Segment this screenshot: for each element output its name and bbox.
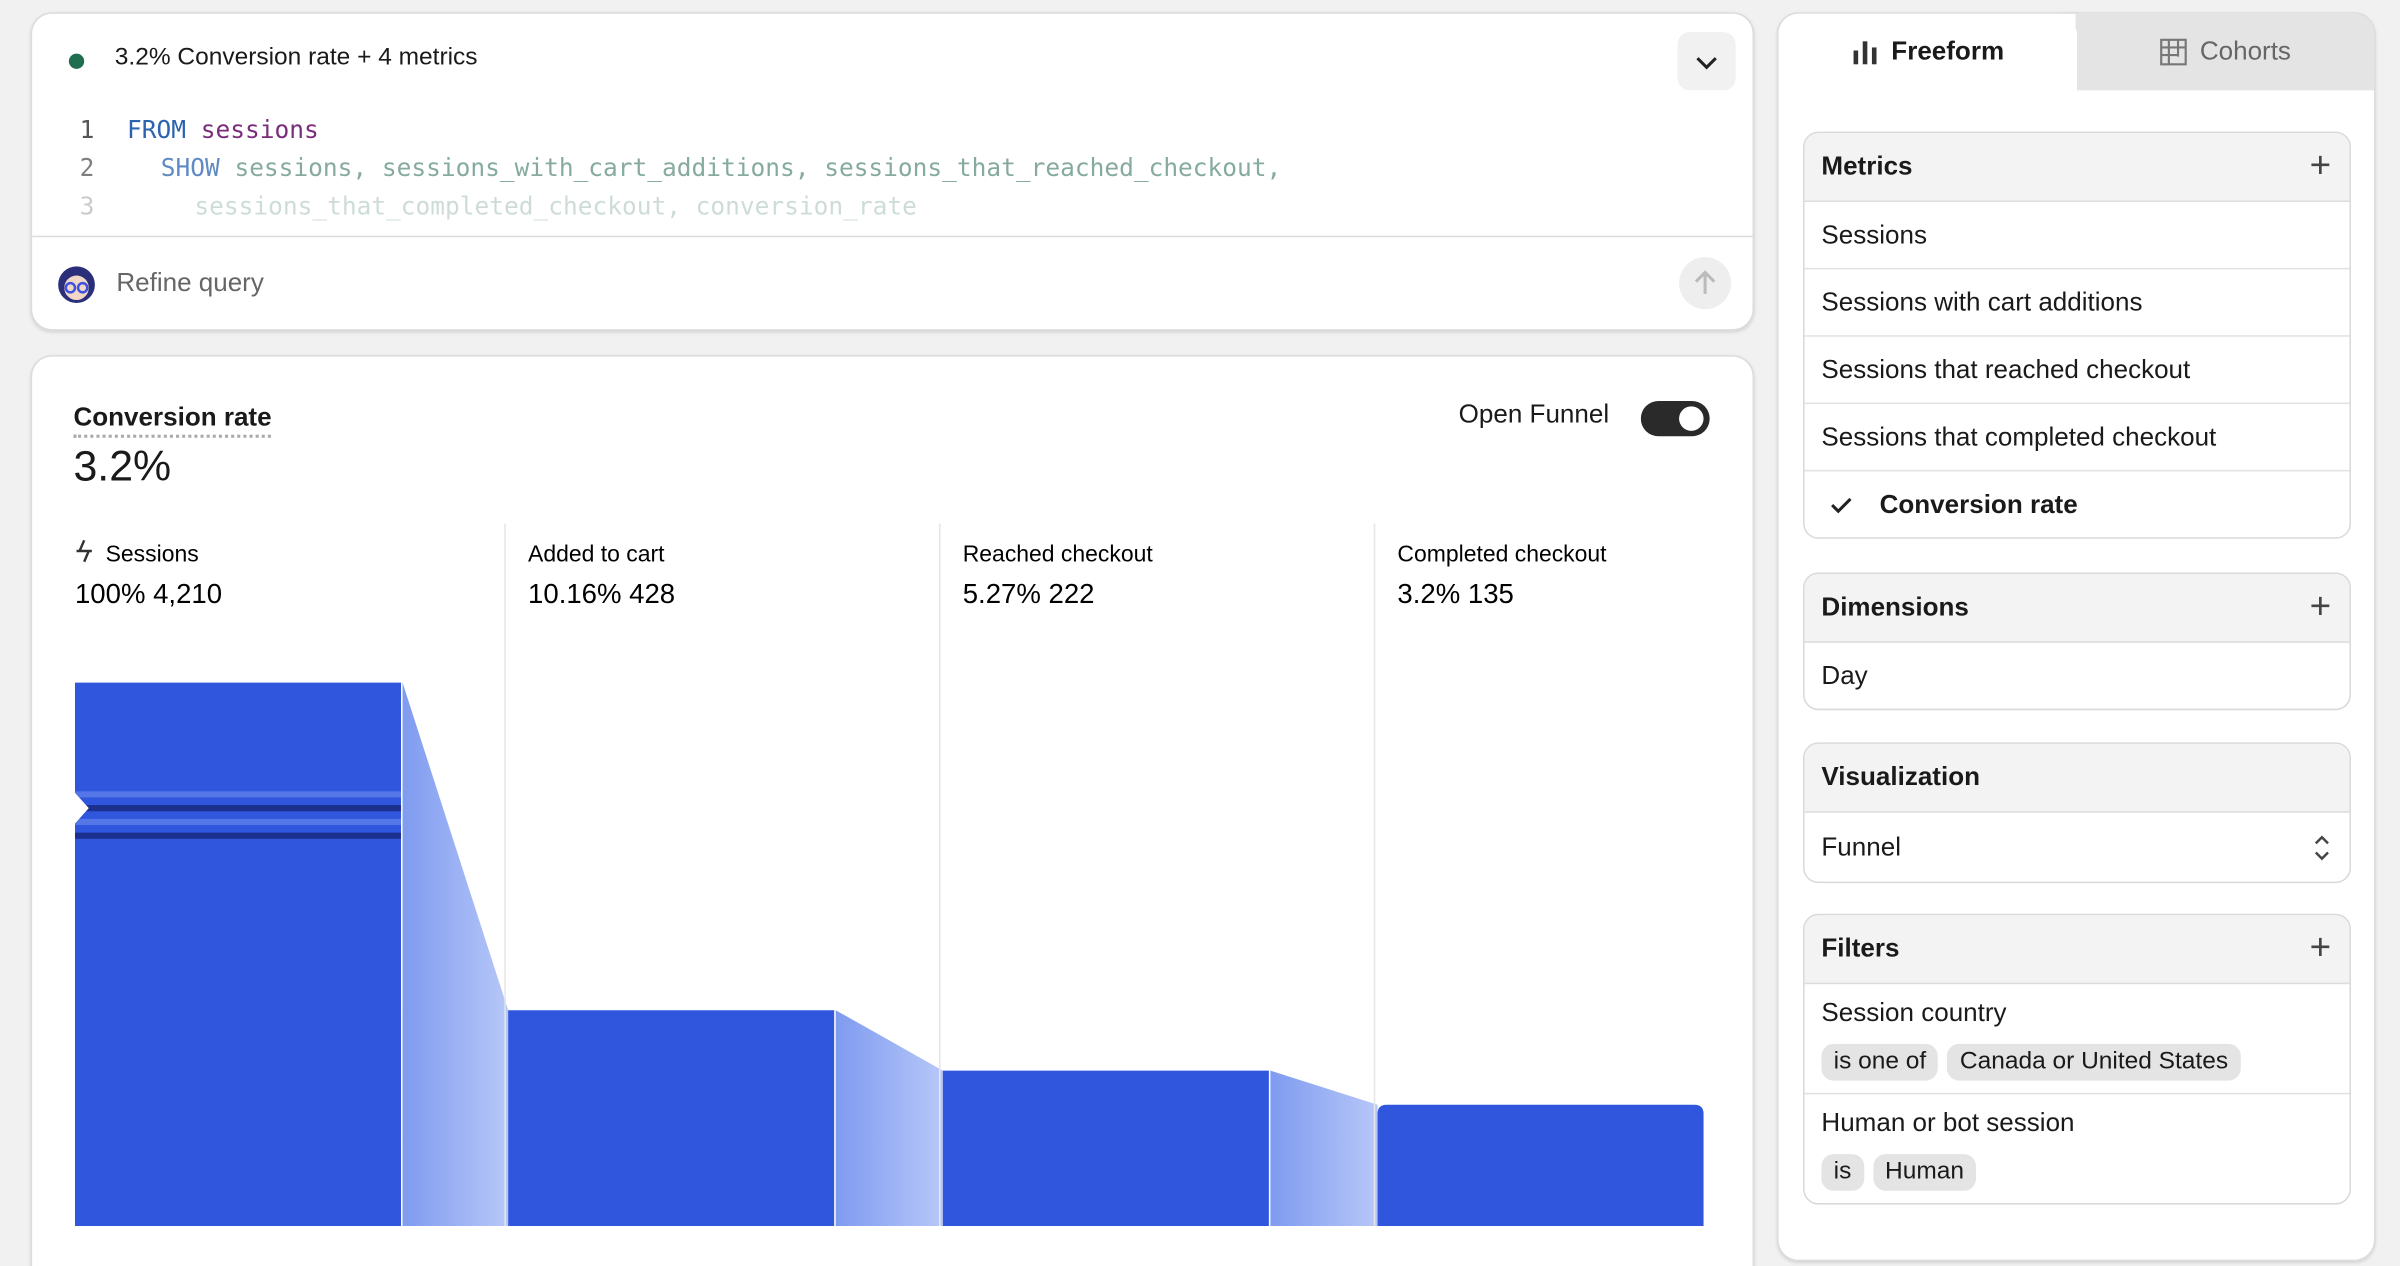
stage-values: 100% 4,210: [75, 578, 222, 609]
line-number: 1: [79, 114, 95, 144]
count-label: 222: [1049, 578, 1095, 609]
collapse-button[interactable]: [1677, 32, 1736, 91]
filter-chips: is one of Canada or United States: [1821, 1043, 2332, 1081]
query-card: 3.2% Conversion rate + 4 metrics 1 FROM s…: [30, 12, 1755, 331]
stage-values: 3.2% 135: [1397, 578, 1513, 609]
code: sessions_that_completed_checkout, conver…: [194, 191, 916, 220]
chart-title: Conversion rate: [73, 403, 272, 438]
icon: [76, 539, 92, 563]
refine-input[interactable]: Refine query: [116, 267, 264, 297]
count-label: 4,210: [153, 578, 222, 609]
code: FROM sessions: [127, 115, 319, 144]
flow: [402, 682, 509, 1227]
metric-row[interactable]: Conversion rate: [1805, 471, 2350, 537]
metric-name: Sessions that reached checkout: [1821, 354, 2191, 384]
filter-row[interactable]: Human or bot session is Human: [1805, 1094, 2350, 1203]
percent-label: 100%: [75, 578, 145, 609]
add-button[interactable]: +: [2309, 927, 2332, 969]
code-text: sessions: [200, 114, 319, 144]
status-dot: [68, 53, 85, 69]
flow: [835, 1010, 943, 1227]
visualization-box: Visualization Funnel: [1803, 742, 2352, 884]
add-button[interactable]: +: [2309, 145, 2332, 187]
stage-values: 5.27% 222: [963, 578, 1095, 609]
tab[interactable]: Cohorts: [2077, 14, 2374, 91]
select-value: Funnel: [1821, 831, 1901, 861]
bar: [942, 1070, 1269, 1227]
metric-row[interactable]: Sessions that reached checkout: [1804, 337, 2350, 405]
metric-row[interactable]: Sessions that completed checkout: [1804, 404, 2350, 472]
break-notch: [74, 792, 89, 824]
keyword: SHOW: [160, 153, 220, 183]
section-title: Metrics: [1821, 151, 1913, 181]
line-number: 3: [79, 191, 95, 221]
count-label: 135: [1468, 578, 1514, 609]
break-mark: [74, 791, 402, 798]
metrics-box: Metrics + Sessions Sessions with cart addit…: [1803, 131, 2352, 539]
toggle-label: Open Funnel: [1458, 399, 1610, 429]
tab-label: Freeform: [1891, 36, 2005, 66]
code-text: sessions_that_completed_checkout, conver…: [194, 191, 917, 221]
filter-chips: is Human: [1821, 1154, 2332, 1191]
submit-button[interactable]: [1679, 257, 1732, 310]
operator-chip: is one of: [1821, 1043, 1939, 1081]
chart-card: Conversion rate 3.2% Open Funnel Session…: [30, 355, 1755, 1266]
stage-label: Added to cart: [528, 541, 665, 567]
metric-name: Sessions that completed checkout: [1821, 421, 2217, 451]
check-icon: [1831, 497, 1852, 513]
dimension-row[interactable]: Day: [1805, 643, 2350, 709]
percent-label: 3.2%: [1397, 578, 1460, 609]
filters-box: Filters + Session country is one of Canada o…: [1803, 913, 2352, 1205]
metric-name: Sessions with cart additions: [1821, 286, 2143, 317]
divider: [32, 235, 1753, 238]
summary-value: 3.2%: [73, 442, 172, 490]
funnel-chart: Sessions 100% 4,210 Added to cart 10.16% 42…: [74, 523, 1704, 1227]
keyword: FROM: [127, 114, 187, 144]
section-title: Dimensions: [1821, 592, 1969, 622]
assistant-icon: [58, 266, 95, 304]
code: SHOW sessions, sessions_with_cart_additi…: [161, 153, 1282, 182]
stage-label: Sessions: [106, 541, 199, 567]
stage-label: Reached checkout: [963, 541, 1154, 567]
sidebar: Freeform Cohorts Metrics + Sessions Session…: [1777, 12, 2376, 1262]
select[interactable]: Funnel: [1805, 813, 2350, 882]
metric-row[interactable]: Sessions: [1804, 202, 2350, 270]
stage-label: Completed checkout: [1397, 541, 1607, 567]
tab[interactable]: Freeform: [1778, 13, 2078, 91]
metric-name: Conversion rate: [1879, 489, 2078, 519]
query-status: 3.2% Conversion rate + 4 metrics: [114, 44, 478, 71]
operator-chip: is: [1821, 1154, 1864, 1191]
break-mark: [74, 805, 402, 812]
metric-row[interactable]: Sessions with cart additions: [1804, 269, 2350, 337]
bar: [1377, 1104, 1704, 1227]
bar: [74, 682, 402, 1227]
section-title: Filters: [1821, 933, 1900, 963]
line-number: 2: [79, 153, 95, 183]
flow: [1270, 1070, 1378, 1227]
filter-field: Human or bot session: [1821, 1108, 2075, 1138]
check: [1831, 497, 1852, 513]
add-button[interactable]: +: [2309, 586, 2332, 628]
toggle[interactable]: [1640, 401, 1711, 438]
bar: [508, 1010, 835, 1227]
filter-field: Session country: [1821, 997, 2007, 1028]
count-label: 428: [629, 578, 675, 609]
percent-label: 5.27%: [963, 578, 1041, 609]
section-title: Visualization: [1821, 762, 1980, 792]
percent-label: 10.16%: [528, 578, 621, 609]
metric-name: Sessions: [1821, 219, 1928, 249]
break-mark: [74, 818, 402, 825]
break-mark: [74, 832, 402, 839]
filter-row[interactable]: Session country is one of Canada or United…: [1804, 984, 2350, 1095]
value-chip: Canada or United States: [1947, 1043, 2241, 1081]
stage-values: 10.16% 428: [528, 578, 675, 609]
tab-bg: [2075, 13, 2374, 91]
code-text: sessions, sessions_with_cart_additions, …: [234, 153, 1282, 183]
value-chip: Human: [1872, 1154, 1977, 1191]
dimensions-box: Dimensions + Day: [1803, 572, 2352, 711]
tab-label: Cohorts: [2199, 36, 2291, 66]
dimension-name: Day: [1821, 660, 1868, 690]
